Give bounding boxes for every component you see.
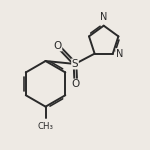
- Text: O: O: [54, 41, 62, 51]
- Text: N: N: [116, 49, 123, 59]
- Text: O: O: [72, 79, 80, 89]
- Text: N: N: [100, 12, 107, 22]
- Text: CH₃: CH₃: [38, 122, 54, 131]
- Text: S: S: [72, 59, 78, 69]
